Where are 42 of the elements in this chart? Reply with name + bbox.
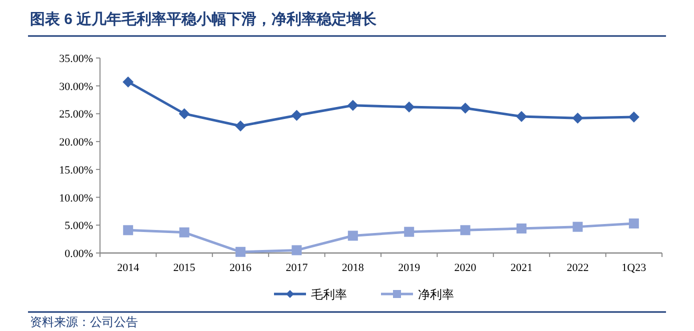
point [123,225,134,236]
text: 资料来源：公司公告 [30,315,138,329]
point [122,76,134,88]
y-tick-label: 10.00% [59,192,93,204]
y-tick-label: 15.00% [59,164,93,176]
point [628,218,639,228]
x-tick-label: 2016 [230,262,252,274]
point [516,223,526,234]
point [347,100,358,111]
point [460,102,471,114]
point [235,120,246,132]
point [572,222,583,232]
x-tick-label: 2022 [566,262,589,274]
point [178,108,190,120]
point [348,230,358,241]
point [292,245,302,256]
y-tick-label: 20.00% [59,136,93,149]
chart-title: 图表 6 近几年毛利率平稳小幅下滑，净利率稳定增长 [30,10,378,28]
x-tick-label: 2018 [342,262,364,274]
y-tick-label: 5.00% [64,220,93,232]
point [628,112,640,123]
x-tick-label: 2019 [398,262,421,274]
point [179,227,190,238]
point [516,111,527,122]
point [404,226,414,237]
y-tick-label: 25.00% [59,108,93,121]
y-tick-label: 0.00% [64,248,93,260]
y-tick-label: 35.00% [59,53,93,65]
point [236,246,246,257]
y-tick-label: 30.00% [59,80,93,93]
point [404,102,415,113]
x-tick-label: 2015 [173,262,196,274]
legend-label: 毛利率 [311,288,347,302]
x-tick-label: 2020 [454,262,477,274]
point [460,225,470,236]
point [572,112,584,124]
x-tick-label: 1Q23 [622,262,647,274]
point [291,110,302,121]
x-tick-label: 2021 [510,262,532,274]
x-tick-label: 2017 [286,262,308,274]
legend-label: 净利率 [418,288,454,302]
x-tick-label: 2014 [117,262,140,274]
